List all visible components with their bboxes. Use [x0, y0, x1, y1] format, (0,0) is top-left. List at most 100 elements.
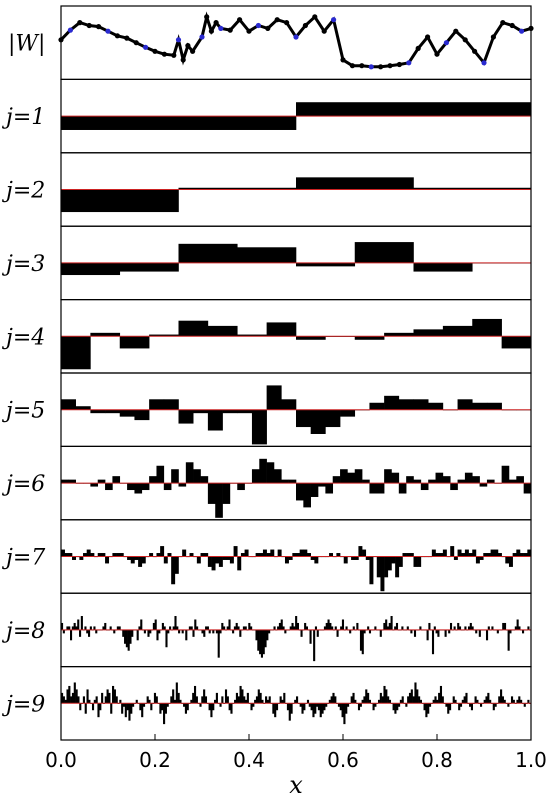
bar	[261, 699, 264, 704]
bar	[304, 622, 307, 630]
bar	[336, 553, 341, 557]
bar	[312, 703, 315, 718]
bar	[160, 546, 165, 557]
bar	[296, 102, 532, 117]
bar	[251, 469, 260, 484]
bar	[296, 622, 299, 630]
bar	[523, 553, 528, 557]
bar	[66, 689, 69, 704]
bar	[250, 703, 253, 711]
bar	[212, 629, 215, 634]
bar	[215, 556, 220, 564]
bar	[91, 703, 95, 711]
bar	[119, 262, 179, 272]
bar	[135, 699, 138, 704]
bar	[184, 703, 187, 714]
bar	[345, 626, 348, 630]
bar	[259, 692, 262, 704]
bar	[109, 626, 112, 630]
bar	[130, 703, 133, 714]
bar	[325, 409, 341, 428]
bar	[84, 626, 87, 630]
bar	[204, 553, 209, 557]
bar	[156, 629, 159, 641]
bar	[201, 696, 204, 704]
bar	[234, 699, 237, 704]
bar	[196, 626, 199, 630]
bar	[95, 629, 98, 634]
bar	[303, 549, 308, 557]
bar	[359, 629, 363, 651]
bar	[259, 458, 267, 484]
bar	[341, 619, 345, 630]
bar	[240, 553, 245, 557]
bar	[174, 616, 177, 630]
bar	[289, 626, 292, 630]
bar	[219, 703, 222, 707]
bar	[66, 626, 69, 630]
bar	[341, 703, 344, 718]
bar	[356, 622, 359, 630]
bar	[221, 696, 224, 704]
bar	[183, 703, 186, 707]
bar	[468, 553, 473, 557]
bar	[93, 626, 96, 630]
bar	[398, 556, 403, 567]
bar	[301, 703, 304, 714]
bar	[156, 553, 161, 557]
bar	[472, 549, 477, 557]
panel-j9: j=9	[1, 665, 532, 741]
bar	[464, 626, 467, 630]
bar	[266, 385, 282, 410]
bar	[195, 696, 198, 704]
bar	[201, 629, 204, 634]
bar	[362, 549, 367, 557]
bar	[72, 556, 76, 560]
w-point	[180, 57, 186, 63]
bar	[343, 703, 346, 725]
bar	[102, 626, 105, 630]
bar	[431, 629, 435, 655]
w-point	[274, 17, 280, 23]
bar	[410, 629, 413, 634]
bar	[138, 626, 141, 630]
bar	[200, 553, 205, 557]
bar	[239, 685, 242, 704]
bar	[146, 696, 149, 704]
bar	[138, 556, 143, 567]
bar	[113, 689, 116, 704]
bar	[150, 703, 153, 711]
bar	[139, 703, 142, 711]
bar	[387, 556, 392, 571]
bar	[296, 409, 311, 428]
bar	[207, 556, 212, 567]
bar	[527, 699, 530, 704]
bar	[105, 483, 113, 491]
bar	[113, 629, 116, 634]
bar	[64, 699, 67, 704]
bar	[407, 696, 410, 704]
bar	[134, 409, 150, 421]
w-point	[255, 22, 261, 29]
bar	[306, 699, 310, 704]
bar	[237, 483, 245, 491]
bar	[77, 619, 80, 630]
bar	[229, 556, 234, 564]
row-label: j=8	[1, 619, 45, 644]
bar	[419, 626, 422, 630]
bar	[97, 479, 106, 484]
bar	[361, 699, 364, 704]
bar	[176, 626, 179, 630]
bar	[222, 409, 238, 414]
bar	[134, 556, 139, 560]
bar	[61, 336, 91, 370]
bar	[61, 692, 64, 704]
bar	[97, 553, 102, 557]
bar	[459, 703, 463, 707]
bar	[188, 626, 191, 630]
bar	[148, 699, 151, 704]
bar	[161, 622, 164, 630]
w-point	[204, 14, 210, 20]
w-point	[185, 43, 191, 49]
